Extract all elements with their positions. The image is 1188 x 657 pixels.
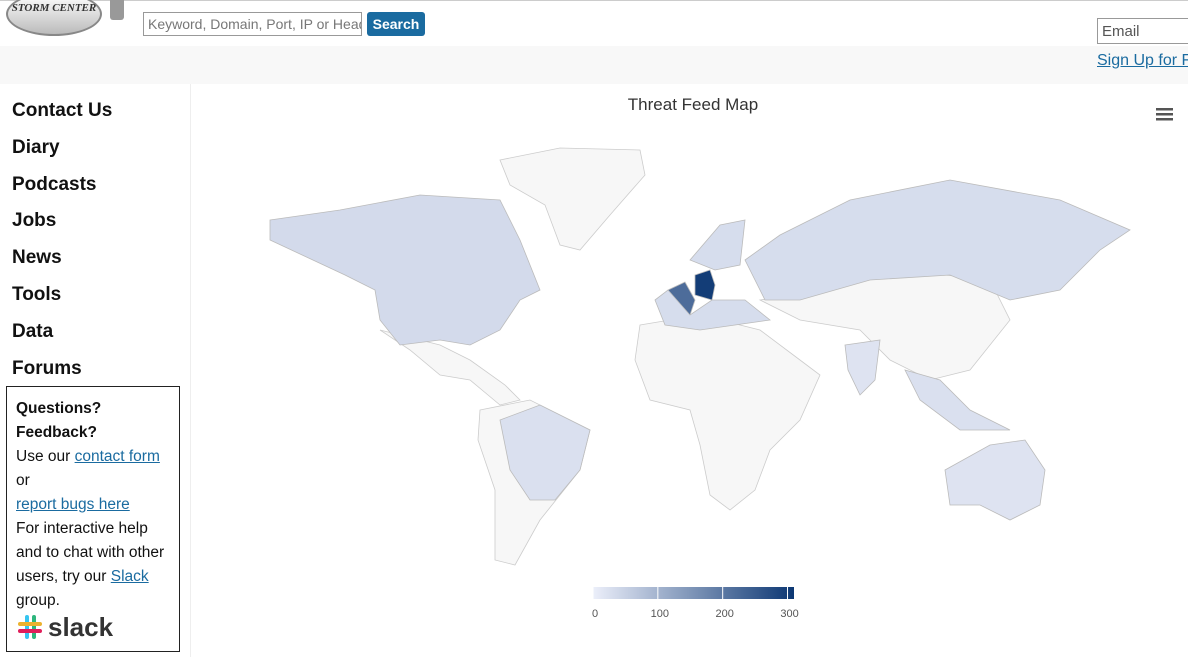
nav-link[interactable]: News (12, 247, 62, 269)
land (379, 329, 521, 406)
colorbar-label: 100 (651, 608, 669, 620)
help-heading: Questions? Feedback? (16, 400, 102, 441)
country (744, 179, 1131, 301)
colorbar (593, 587, 794, 599)
country (904, 369, 1011, 431)
help-text: For interactive help and to chat with ot… (16, 520, 165, 585)
nav: Contact Us Diary Podcasts Jobs News Tools Data… (12, 100, 112, 394)
help-box: Questions? Feedback? Use our contact for… (6, 386, 180, 652)
search-button[interactable]: Search (367, 12, 425, 36)
top-bar (0, 0, 1188, 47)
bugs-link[interactable]: report bugs here (16, 496, 130, 513)
country (499, 404, 591, 501)
signup-link[interactable]: Sign Up for Free! (1097, 52, 1188, 69)
search-input[interactable]: Keyword, Domain, Port, IP or Header (143, 12, 362, 36)
divider (190, 84, 191, 657)
map-chart: Threat Feed Map 0 100 200 300 (269, 95, 1173, 620)
signup-wrap: Sign Up for Free! (1097, 52, 1188, 74)
country (694, 269, 716, 301)
slack-logo[interactable]: slack (16, 613, 170, 641)
nav-link[interactable]: Forums (12, 357, 82, 379)
sub-bar (0, 46, 1188, 84)
colorbar-label: 200 (715, 608, 733, 620)
chart-title: Threat Feed Map (628, 95, 758, 114)
menu-icon[interactable] (1156, 108, 1173, 121)
help-text: or (16, 472, 30, 489)
country (654, 289, 771, 331)
nav-link[interactable]: Contact Us (12, 100, 113, 121)
slack-icon (18, 615, 42, 639)
nav-link[interactable]: Tools (12, 283, 62, 305)
logo[interactable]: STORM CENTER (6, 0, 102, 36)
country (269, 194, 541, 346)
slack-text: slack (48, 612, 114, 642)
colorbar-label: 0 (592, 608, 598, 620)
colorbar-label: 300 (780, 608, 798, 620)
nav-link[interactable]: Podcasts (12, 173, 97, 195)
nav-link[interactable]: Jobs (12, 210, 57, 232)
nav-link[interactable]: Diary (12, 136, 60, 158)
email-input[interactable]: Email (1097, 18, 1188, 44)
slack-link[interactable]: Slack (110, 568, 149, 585)
land (634, 314, 821, 511)
land (499, 147, 646, 251)
country (944, 439, 1046, 521)
help-text: Use our (16, 448, 75, 465)
country (844, 339, 881, 396)
nav-link[interactable]: Data (12, 320, 54, 342)
contact-link[interactable]: contact form (74, 448, 160, 465)
country (689, 219, 746, 271)
logo-toggle[interactable] (110, 0, 124, 20)
help-text: group. (16, 592, 60, 609)
